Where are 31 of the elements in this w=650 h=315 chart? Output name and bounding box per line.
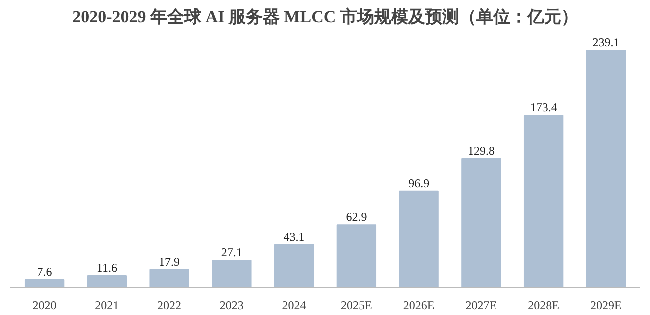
x-tick-label: 2026E <box>403 298 435 312</box>
data-label: 43.1 <box>284 230 305 244</box>
data-label: 17.9 <box>159 254 180 269</box>
data-label: 239.1 <box>592 35 620 50</box>
chart-title: 2020-2029 年全球 AI 服务器 MLCC 市场规模及预测（单位：亿元） <box>72 8 578 26</box>
bar <box>150 269 190 288</box>
bar <box>524 115 564 288</box>
bar <box>462 158 502 288</box>
x-tick-label: 2023 <box>220 298 244 312</box>
bar <box>274 244 314 288</box>
x-tick-label: 2029E <box>590 298 622 312</box>
x-tick-label: 2021 <box>95 298 120 312</box>
data-label: 173.4 <box>530 100 558 115</box>
data-label: 96.9 <box>408 176 430 190</box>
x-tick-label: 2024 <box>282 298 306 312</box>
bar <box>212 260 252 288</box>
x-tick-label: 2020 <box>32 298 57 312</box>
x-tick-label: 2028E <box>528 298 560 312</box>
bar <box>24 279 65 288</box>
bar <box>336 224 377 288</box>
data-label: 62.9 <box>346 210 368 224</box>
x-tick-label: 2027E <box>466 298 498 312</box>
bar <box>87 276 128 288</box>
x-tick-label: 2022 <box>158 298 182 312</box>
data-label: 7.6 <box>37 264 52 279</box>
x-tick-label: 2025E <box>341 298 372 312</box>
data-label: 11.6 <box>96 261 118 275</box>
data-label: 129.8 <box>468 144 495 158</box>
bar <box>399 190 439 288</box>
bar <box>586 50 626 288</box>
data-label: 27.1 <box>221 246 242 260</box>
